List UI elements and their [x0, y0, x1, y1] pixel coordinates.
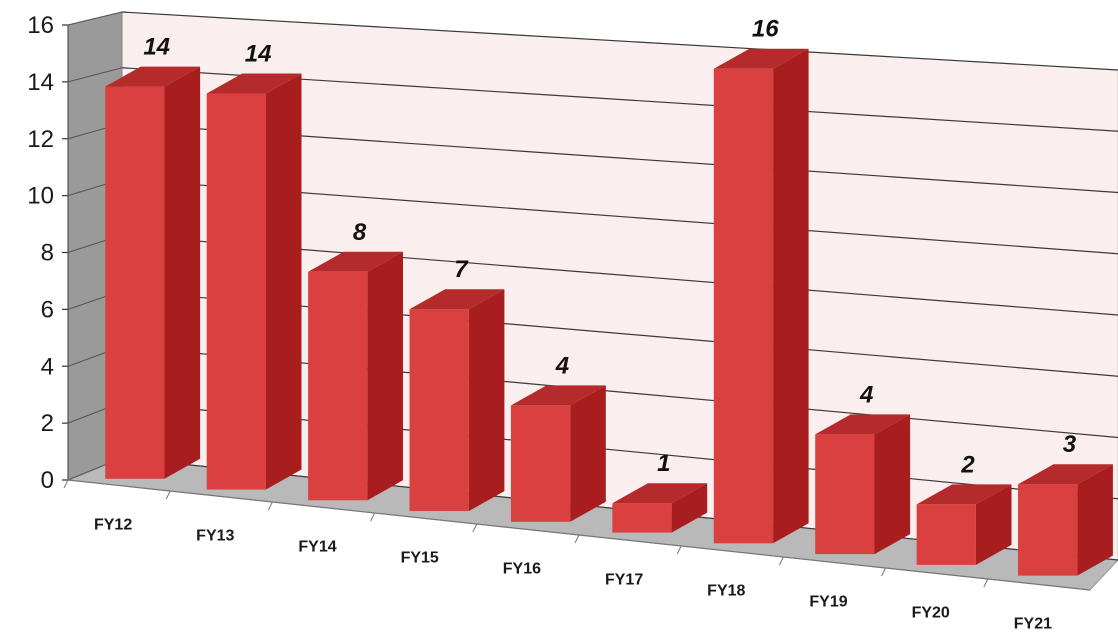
y-tick-label: 8	[41, 240, 54, 267]
y-axis: 0 2 4 6 8 10 12 14 16	[27, 12, 69, 494]
bar-front	[815, 434, 875, 555]
data-label: 2	[960, 451, 975, 478]
bar-front	[510, 405, 571, 522]
bar-front	[916, 504, 976, 565]
bar-top	[308, 251, 403, 272]
y-tick-label: 6	[41, 296, 54, 323]
bar-top	[1018, 464, 1113, 485]
bar	[1018, 464, 1113, 576]
bar-side	[367, 251, 403, 501]
data-label: 7	[454, 256, 469, 283]
bar-side	[468, 289, 505, 512]
data-label: 4	[555, 352, 569, 379]
x-tick-label: FY16	[503, 561, 541, 578]
bar-side	[570, 385, 606, 522]
y-tick-label: 10	[27, 183, 54, 210]
bar	[409, 289, 505, 512]
bars	[105, 48, 1113, 576]
y-tick-label: 4	[41, 353, 54, 380]
x-tick	[63, 479, 69, 489]
x-tick	[983, 578, 989, 588]
bar-side	[266, 73, 302, 490]
bar-side	[773, 48, 809, 544]
data-label: 4	[859, 381, 873, 408]
x-tick-label: FY15	[401, 550, 439, 567]
data-label: 3	[1063, 431, 1077, 458]
y-tick-label: 2	[41, 410, 54, 437]
bar-top	[409, 289, 505, 310]
bar-front	[308, 271, 368, 501]
bar-top	[713, 48, 809, 69]
bar-front	[206, 93, 266, 490]
data-label: 14	[143, 34, 170, 61]
x-tick-label: FY17	[605, 572, 643, 589]
bar-side	[671, 483, 708, 533]
bar	[815, 414, 911, 555]
x-tick	[881, 567, 887, 577]
y-tick-label: 12	[27, 126, 54, 153]
bar-side	[874, 414, 911, 555]
x-tick-label: FY14	[298, 539, 336, 556]
data-labels: 14 14 8 7 4 1 16 4 2 3	[143, 16, 1076, 479]
x-tick-label: FY19	[809, 594, 847, 611]
data-label: 1	[657, 450, 670, 477]
bar-top	[206, 73, 302, 94]
bar-side	[1077, 464, 1113, 576]
gridline-side	[67, 11, 123, 26]
y-tick-label: 0	[41, 467, 54, 494]
x-tick	[574, 534, 580, 544]
x-tick-label: FY13	[196, 528, 234, 545]
bar	[510, 385, 606, 522]
bar-top	[612, 483, 708, 504]
x-tick-label: FY20	[912, 605, 950, 622]
data-label: 14	[245, 41, 272, 68]
bar-front	[1018, 484, 1078, 576]
bar-front	[105, 86, 165, 479]
bar-top	[916, 484, 1012, 505]
y-tick-label: 16	[27, 12, 54, 39]
bar-top	[511, 385, 606, 406]
bar-side	[975, 484, 1012, 565]
bar-front	[409, 309, 469, 512]
bar	[105, 66, 201, 479]
x-tick	[778, 556, 784, 566]
x-tick	[267, 501, 273, 511]
bar-top	[815, 414, 911, 435]
data-label: 16	[752, 16, 779, 43]
x-axis: FY12 FY13 FY14 FY15 FY16 FY17 FY18 FY19 FY20 FY21	[63, 479, 1091, 632]
bar-front	[713, 68, 774, 544]
bar	[308, 251, 403, 501]
bar	[206, 73, 302, 490]
x-tick-label: FY18	[707, 583, 745, 600]
gridline-side	[67, 67, 123, 83]
data-label: 8	[353, 219, 367, 246]
x-tick	[165, 490, 171, 500]
x-tick	[472, 523, 478, 533]
bar	[612, 483, 708, 533]
bar	[916, 484, 1012, 565]
x-tick-label: FY21	[1014, 616, 1052, 632]
bar-front	[612, 503, 672, 533]
bar	[713, 48, 809, 544]
x-tick	[370, 512, 376, 522]
x-tick-label: FY12	[94, 517, 132, 534]
gridline	[121, 11, 1118, 71]
bar-side	[164, 66, 201, 479]
x-tick	[676, 545, 682, 555]
bar-top	[105, 66, 201, 87]
y-tick-label: 14	[27, 69, 54, 96]
